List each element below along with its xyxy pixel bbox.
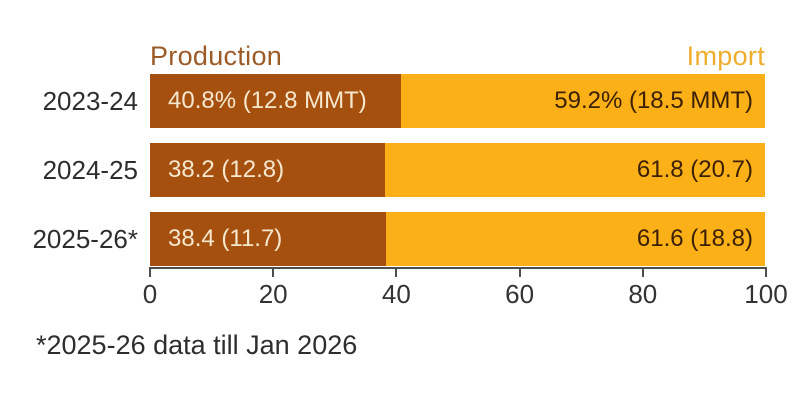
- bar-segment-import[interactable]: 61.6 (18.8): [386, 212, 765, 266]
- bar-row-2023-24: 40.8% (12.8 MMT) 59.2% (18.5 MMT): [150, 74, 765, 128]
- category-label-2024-25: 2024-25: [42, 155, 138, 185]
- x-axis-tick: [641, 267, 644, 277]
- x-axis-tick: [149, 267, 151, 277]
- x-axis-tick-label: 60: [505, 279, 535, 309]
- category-label-2023-24: 2023-24: [42, 86, 138, 116]
- x-axis-tick: [272, 267, 275, 277]
- x-axis-tick-label: 100: [744, 279, 788, 309]
- bar-row-2024-25: 38.2 (12.8) 61.8 (20.7): [150, 143, 765, 197]
- x-axis-tick-label: 20: [258, 279, 288, 309]
- production-value-label: 40.8% (12.8 MMT): [168, 87, 367, 114]
- x-axis-tick-label: 0: [142, 279, 158, 309]
- x-axis-tick-label: 80: [628, 279, 658, 309]
- production-value-label: 38.2 (12.8): [168, 156, 285, 183]
- legend-import-label: Import: [686, 41, 765, 71]
- x-axis-tick: [395, 267, 398, 277]
- import-value-label: 61.8 (20.7): [636, 156, 753, 183]
- import-value-label: 61.6 (18.8): [636, 225, 753, 252]
- bar-segment-production[interactable]: 38.4 (11.7): [150, 212, 387, 266]
- x-axis-tick: [518, 267, 521, 277]
- category-label-2025-26: 2025-26*: [32, 224, 138, 254]
- bar-segment-production[interactable]: 40.8% (12.8 MMT): [150, 74, 401, 128]
- footnote: *2025-26 data till Jan 2026: [36, 330, 358, 360]
- bar-segment-production[interactable]: 38.2 (12.8): [150, 143, 385, 197]
- bar-segment-import[interactable]: 59.2% (18.5 MMT): [400, 74, 765, 128]
- production-value-label: 38.4 (11.7): [168, 225, 283, 252]
- import-value-label: 59.2% (18.5 MMT): [554, 87, 753, 114]
- bar-row-2025-26: 38.4 (11.7) 61.6 (18.8): [150, 212, 765, 266]
- bar-segment-import[interactable]: 61.8 (20.7): [384, 143, 765, 197]
- legend-production-label: Production: [150, 41, 283, 71]
- x-axis-line: [150, 267, 766, 269]
- x-axis-tick: [765, 267, 767, 277]
- x-axis-tick-label: 40: [381, 279, 411, 309]
